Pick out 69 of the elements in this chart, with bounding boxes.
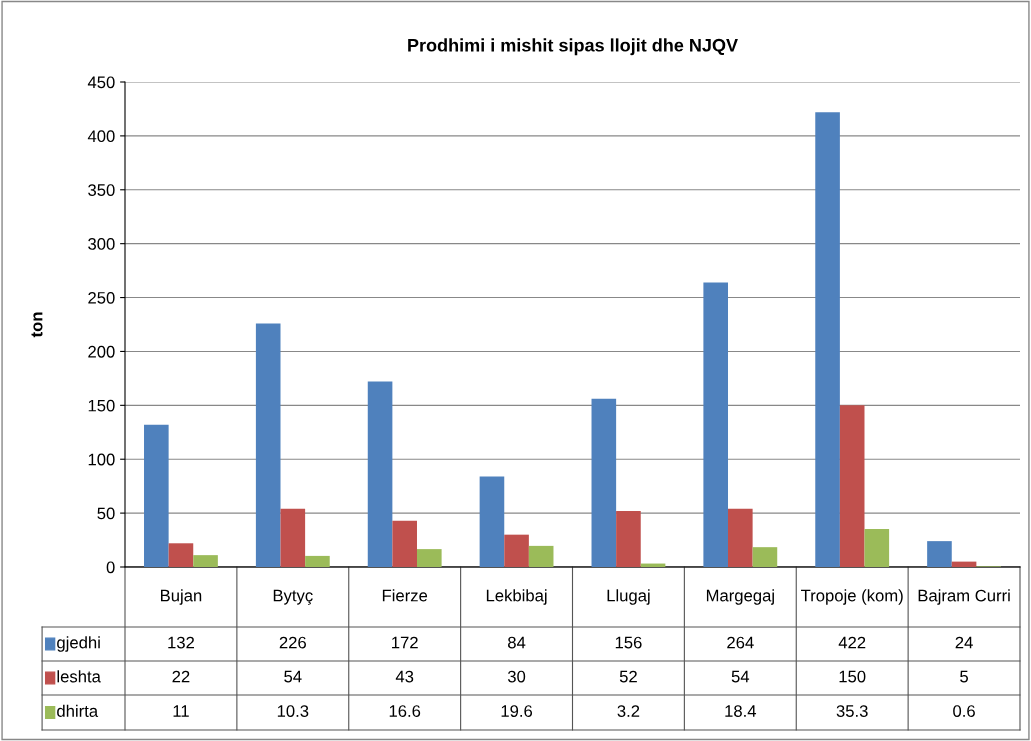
data-label: 226 <box>279 636 306 649</box>
data-label: 0.6 <box>953 705 975 717</box>
data-label: 3.2 <box>617 705 640 717</box>
data-label: 22 <box>172 670 190 683</box>
bar <box>528 545 554 567</box>
bar <box>255 323 281 567</box>
y-tick-label: 0 <box>106 561 115 574</box>
bar <box>305 555 330 567</box>
data-label: 264 <box>727 636 754 649</box>
x-tick-label: Bytyç <box>273 589 313 605</box>
data-label: 150 <box>839 670 866 683</box>
y-tick-label: 200 <box>88 345 115 358</box>
y-tick-label: 350 <box>88 184 115 196</box>
chart-title: Prodhimi i mishit sipas llojit dhe NJQV <box>408 38 738 56</box>
data-label: 5 <box>960 670 968 683</box>
data-label: 18.4 <box>725 705 757 717</box>
data-label: 52 <box>619 670 637 683</box>
bar <box>392 520 417 567</box>
y-tick-label: 400 <box>87 130 115 143</box>
x-tick-label: Bajram Curri <box>918 589 1010 605</box>
bar <box>839 405 865 567</box>
legend-label: leshta <box>57 670 101 683</box>
data-label: 11 <box>173 705 189 717</box>
y-tick-label: 150 <box>88 399 115 412</box>
data-label: 35.3 <box>836 705 868 717</box>
bar <box>280 508 306 567</box>
legend-label: dhirta <box>57 704 99 717</box>
bar <box>815 112 840 567</box>
y-tick-label: 450 <box>87 76 115 89</box>
y-tick-label: 250 <box>88 291 115 304</box>
x-tick-label: Lekbibaj <box>486 589 547 605</box>
bar <box>703 282 729 567</box>
x-tick-label: Fierze <box>382 589 428 602</box>
data-label: 84 <box>508 636 526 649</box>
bar <box>864 528 890 567</box>
legend-label: gjedhi <box>57 636 100 652</box>
x-tick-label: Bujan <box>160 589 202 605</box>
bar <box>367 381 393 567</box>
data-label: 54 <box>731 670 750 683</box>
bar <box>927 541 952 567</box>
bar <box>479 476 505 567</box>
data-label: 422 <box>838 636 866 649</box>
bar <box>193 555 218 567</box>
bar <box>951 561 977 567</box>
bar <box>168 543 194 567</box>
y-tick-label: 300 <box>88 238 115 250</box>
data-label: 30 <box>507 670 526 683</box>
x-tick-label: Tropoje (kom) <box>801 589 903 605</box>
data-label: 24 <box>955 636 973 649</box>
data-label: 10.3 <box>277 705 309 717</box>
data-label: 43 <box>395 670 414 683</box>
data-label: 156 <box>615 636 642 649</box>
bar <box>416 549 442 567</box>
y-tick-label: 50 <box>97 507 115 520</box>
bar <box>591 398 617 567</box>
bar <box>144 424 169 567</box>
data-label: 54 <box>284 670 302 683</box>
y-tick-label: 100 <box>88 453 115 466</box>
x-tick-label: Llugaj <box>607 589 650 605</box>
x-tick-label: Margegaj <box>706 589 774 605</box>
bar <box>728 508 753 567</box>
data-label: 16.6 <box>389 705 421 717</box>
bar <box>616 510 641 567</box>
data-label: 132 <box>168 636 195 649</box>
data-label: 172 <box>392 636 418 649</box>
y-axis-title: ton <box>31 312 43 338</box>
bar <box>752 547 778 567</box>
data-label: 19.6 <box>501 705 533 717</box>
bar <box>504 534 529 567</box>
